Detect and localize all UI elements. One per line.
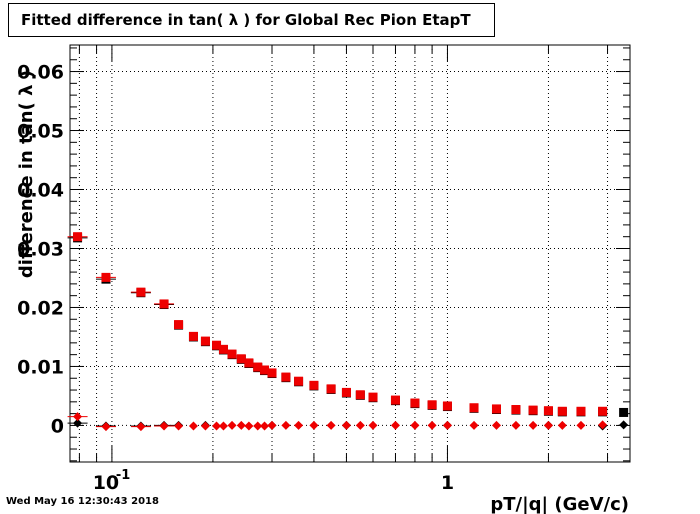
diamond-marker — [469, 420, 479, 430]
square-marker — [557, 406, 567, 416]
diamond-marker — [355, 420, 365, 430]
square-marker — [294, 376, 304, 386]
square-marker — [159, 299, 169, 309]
diamond-marker — [174, 421, 184, 431]
square-marker — [212, 340, 222, 350]
diamond-marker — [73, 418, 83, 428]
diamond-marker — [442, 420, 452, 430]
diamond-marker — [557, 420, 567, 430]
square-marker — [543, 406, 553, 416]
y-tick-label: 0.04 — [17, 180, 64, 202]
diamond-marker — [281, 420, 291, 430]
diamond-marker — [212, 421, 222, 431]
square-marker — [218, 344, 228, 354]
square-marker — [101, 272, 111, 282]
diamond-marker — [236, 420, 246, 430]
diamond-marker — [267, 420, 277, 430]
y-tick-label: 0.02 — [17, 297, 64, 319]
square-marker — [174, 320, 184, 330]
square-marker — [136, 287, 146, 297]
square-marker — [528, 405, 538, 415]
diamond-marker — [543, 420, 553, 430]
y-tick-label: 0.05 — [17, 121, 64, 143]
diamond-marker — [136, 422, 146, 432]
diamond-marker — [326, 420, 336, 430]
square-marker — [326, 384, 336, 394]
square-marker — [511, 405, 521, 415]
square-marker — [619, 407, 629, 417]
plot-frame — [69, 44, 631, 463]
y-tick-label: 0.01 — [17, 356, 64, 378]
square-marker — [281, 372, 291, 382]
square-marker — [410, 398, 420, 408]
square-marker — [260, 365, 270, 375]
diamond-marker — [309, 420, 319, 430]
square-marker — [73, 232, 83, 242]
diamond-marker — [260, 421, 270, 431]
square-marker — [309, 380, 319, 390]
diamond-marker — [576, 420, 586, 430]
x-tick-exponent: -1 — [116, 468, 130, 483]
square-marker — [469, 403, 479, 413]
diamond-marker — [528, 420, 538, 430]
diamond-marker — [200, 421, 210, 431]
x-axis-title: pT/|q| (GeV/c) — [490, 494, 629, 514]
y-axis-title: difference in tan( λ ) — [16, 70, 37, 278]
square-marker — [227, 349, 237, 359]
square-marker — [390, 395, 400, 405]
diamond-marker — [218, 421, 228, 431]
square-marker — [244, 358, 254, 368]
diamond-marker — [159, 421, 169, 431]
square-marker — [355, 390, 365, 400]
grid-lines — [70, 45, 630, 462]
diamond-marker — [101, 422, 111, 432]
diamond-marker — [598, 420, 608, 430]
square-marker — [188, 331, 198, 341]
square-marker — [427, 400, 437, 410]
diamond-marker — [227, 420, 237, 430]
square-marker — [491, 404, 501, 414]
square-marker — [200, 336, 210, 346]
axes — [69, 44, 631, 463]
diamond-marker — [73, 412, 83, 422]
square-marker — [442, 401, 452, 411]
square-marker — [576, 406, 586, 416]
diamond-marker — [368, 420, 378, 430]
diamond-marker — [188, 421, 198, 431]
y-tick-label: 0.06 — [17, 62, 64, 84]
y-tick-label: 0 — [51, 415, 64, 437]
x-tick-label: 10 — [93, 472, 119, 494]
diamond-marker — [410, 420, 420, 430]
square-marker — [598, 406, 608, 416]
y-tick-label: 0.03 — [17, 238, 64, 260]
diamond-marker — [619, 420, 629, 430]
square-marker — [253, 362, 263, 372]
diamond-marker — [491, 420, 501, 430]
square-marker — [267, 368, 277, 378]
x-tick-label: 1 — [441, 472, 454, 494]
diamond-marker — [511, 420, 521, 430]
square-marker — [368, 392, 378, 402]
square-marker — [341, 387, 351, 397]
timestamp: Wed May 16 12:30:43 2018 — [6, 496, 159, 507]
data-points — [67, 232, 629, 432]
diamond-marker — [244, 421, 254, 431]
diamond-marker — [427, 420, 437, 430]
diamond-marker — [341, 420, 351, 430]
diamond-marker — [390, 420, 400, 430]
square-marker — [236, 354, 246, 364]
chart-title: Fitted difference in tan( λ ) for Global… — [8, 3, 495, 37]
diamond-marker — [294, 420, 304, 430]
tick-labels: 0 0.01 0.02 0.03 0.04 0.05 0.06 10-1 1 — [17, 62, 454, 494]
diamond-marker — [253, 421, 263, 431]
